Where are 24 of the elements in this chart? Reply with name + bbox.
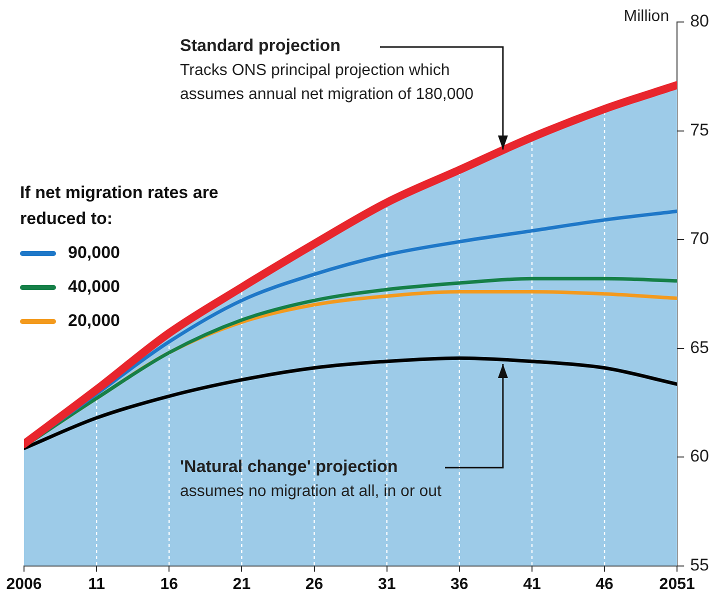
- y-tick-label: 75: [690, 120, 710, 140]
- y-tick-label: 65: [690, 338, 710, 357]
- x-tick-label: 2051: [659, 576, 695, 593]
- x-tick-label: 46: [596, 576, 614, 593]
- annotation: Standard projection Tracks ONS principal projection which assumes annual net migration of 180,000: [180, 35, 475, 105]
- legend-label: 90,000: [68, 243, 120, 263]
- x-tick-label: 11: [88, 576, 106, 593]
- y-tick-label: 80: [690, 12, 710, 31]
- y-tick-label: 60: [690, 446, 710, 466]
- annotation: 'Natural change' projection assumes no migration at all, in or out: [180, 456, 442, 502]
- y-axis-title: Million: [624, 8, 670, 26]
- x-tick-label: 31: [378, 576, 396, 593]
- y-tick-label: 70: [690, 229, 710, 248]
- y-tick-label: 55: [690, 555, 710, 574]
- x-tick-label: 41: [523, 576, 541, 593]
- x-tick-label: 36: [450, 576, 468, 593]
- x-tick-label: 2006: [6, 576, 42, 593]
- legend-label: 40,000: [68, 277, 120, 297]
- x-tick-label: 16: [160, 576, 178, 593]
- line-series: [24, 356, 678, 450]
- legend-label: 20,000: [68, 311, 120, 331]
- x-tick-label: 21: [232, 576, 251, 593]
- x-tick-label: 26: [305, 576, 324, 593]
- legend-title: If net migration rates are reduced to:: [20, 182, 220, 230]
